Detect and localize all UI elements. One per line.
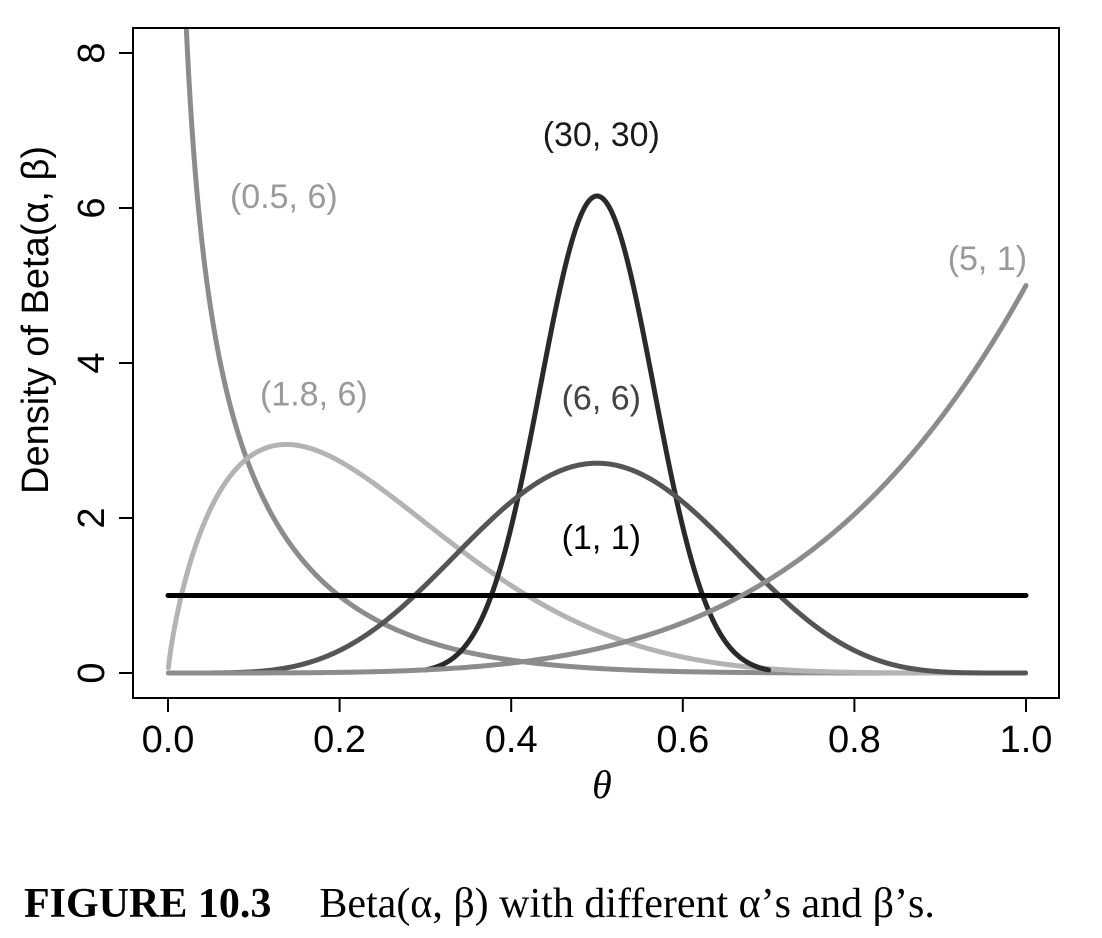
curve-0-5-6 (183, 28, 1029, 676)
figure-number: FIGURE 10.3 (24, 881, 272, 927)
caption-text: Beta(α, β) with different α’s and β’s. (319, 881, 935, 927)
x-axis: 0.0 0.2 0.4 0.6 0.8 1.0 (142, 697, 1053, 761)
curve-label-1-8-6: (1.8, 6) (260, 376, 368, 414)
y-tick-label: 0 (71, 662, 113, 683)
figure-caption: FIGURE 10.3 Beta(α, β) with different α’s… (24, 880, 1094, 928)
curve-label-1-1: (1, 1) (562, 519, 641, 557)
x-tick-label: 0.8 (828, 719, 881, 761)
x-tick-label: 1.0 (1000, 719, 1053, 761)
curves-layer (165, 28, 1029, 676)
curve-5-1 (165, 283, 1029, 676)
x-tick-label: 0.4 (485, 719, 538, 761)
curve-30-30 (422, 193, 772, 673)
curve-6-6 (165, 460, 1029, 676)
x-axis-title: θ (592, 762, 612, 807)
y-axis: 0 2 4 6 8 (71, 42, 134, 684)
y-tick-label: 2 (71, 507, 113, 528)
beta-density-chart: 0.0 0.2 0.4 0.6 0.8 1.0 0 2 4 6 8 (0.5, 6) (1.8, 6… (15, 27, 1060, 807)
curve-label-6-6: (6, 6) (562, 380, 641, 418)
curve-label-5-1: (5, 1) (948, 240, 1027, 278)
y-tick-label: 6 (71, 197, 113, 218)
x-tick-label: 0.2 (313, 719, 366, 761)
x-tick-label: 0.0 (142, 719, 195, 761)
y-tick-label: 4 (71, 352, 113, 373)
curve-labels: (0.5, 6) (1.8, 6) (30, 30) (6, 6) (1, 1) (5, … (230, 116, 1027, 557)
y-tick-label: 8 (71, 42, 113, 63)
curve-1-8-6 (165, 441, 1029, 676)
y-axis-title: Density of Beta(α, β) (15, 146, 57, 494)
curve-label-0-5-6: (0.5, 6) (230, 178, 338, 216)
curve-label-30-30: (30, 30) (543, 116, 660, 154)
x-tick-label: 0.6 (656, 719, 709, 761)
